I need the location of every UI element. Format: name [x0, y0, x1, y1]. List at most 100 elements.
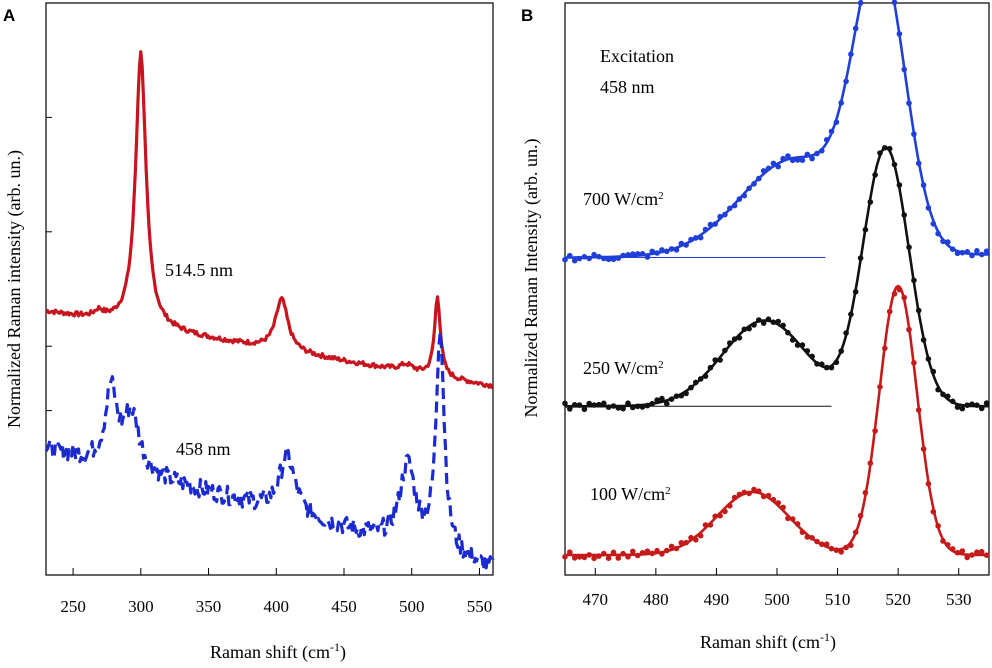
data-point-700-14: [630, 251, 636, 257]
panel-a-frame: [45, 2, 494, 576]
data-point-250-19: [654, 397, 660, 403]
data-point-250-82: [959, 405, 966, 412]
data-point-250-59: [848, 311, 854, 318]
data-point-100-39: [751, 486, 757, 493]
data-point-100-70: [901, 294, 907, 301]
annotation-wavelength: 458 nm: [600, 77, 655, 97]
data-point-700-21: [664, 248, 670, 255]
data-point-700-76: [930, 221, 937, 227]
data-point-100-58: [843, 544, 849, 551]
data-point-700-39: [751, 181, 757, 187]
data-point-100-45: [780, 504, 786, 511]
data-point-250-24: [678, 392, 685, 399]
data-point-250-20: [659, 395, 665, 402]
data-point-100-62: [862, 489, 869, 496]
data-point-100-69: [896, 286, 903, 293]
data-point-250-56: [833, 359, 840, 366]
data-point-250-38: [746, 325, 752, 332]
data-point-250-33: [722, 347, 728, 354]
data-point-250-10: [610, 403, 617, 409]
data-point-250-60: [852, 289, 859, 295]
data-point-700-1: [567, 252, 573, 259]
data-point-250-49: [799, 342, 806, 348]
data-point-100-30: [707, 522, 714, 528]
data-point-100-82: [959, 548, 966, 554]
data-point-700-32: [717, 213, 723, 220]
panel-b-x-tick-label-470: 470: [583, 590, 609, 609]
data-point-700-29: [702, 226, 709, 233]
data-point-100-64: [872, 428, 878, 434]
data-point-700-36: [736, 196, 743, 202]
data-point-100-59: [848, 542, 854, 549]
data-point-700-86: [978, 251, 985, 258]
data-point-700-9: [605, 256, 612, 263]
data-point-250-22: [668, 396, 675, 403]
data-point-250-55: [828, 364, 835, 371]
fit-curve-700: [565, 0, 989, 259]
data-point-700-26: [688, 236, 694, 243]
panel-a-x-axis-label: Raman shift (cm-1): [210, 640, 346, 663]
data-point-100-86: [978, 548, 985, 555]
data-point-100-7: [596, 553, 602, 559]
data-point-250-7: [596, 401, 602, 408]
data-point-250-81: [954, 404, 961, 410]
panel-b-x-tick-label-510: 510: [825, 590, 851, 609]
panel-a-x-tick-label-450: 450: [331, 597, 357, 616]
data-point-100-47: [789, 516, 796, 522]
data-point-700-6: [591, 251, 597, 258]
data-point-700-17: [644, 254, 651, 260]
series-label-458-nm: 458 nm: [176, 439, 231, 459]
data-point-250-44: [775, 318, 781, 325]
data-point-250-86: [978, 405, 985, 412]
panel-a-x-tick-label-250: 250: [60, 597, 86, 616]
panel-a-y-axis-label: Normalized Raman intensity (arb. un.): [4, 150, 25, 428]
data-point-100-0: [562, 554, 568, 560]
data-point-100-21: [664, 547, 670, 554]
data-point-100-46: [785, 515, 791, 522]
data-point-250-13: [625, 400, 631, 407]
data-point-700-68: [891, 0, 898, 6]
data-point-700-2: [571, 257, 578, 264]
data-point-250-48: [794, 342, 801, 348]
data-point-100-17: [644, 548, 651, 554]
data-point-100-15: [634, 552, 641, 559]
data-point-700-40: [756, 175, 762, 182]
data-point-250-2: [571, 402, 578, 408]
data-point-700-54: [823, 137, 830, 143]
data-point-100-76: [930, 508, 937, 515]
data-point-250-71: [906, 244, 912, 250]
data-point-250-0: [562, 400, 568, 407]
data-point-250-4: [581, 406, 588, 413]
panel-a-x-tick-label-400: 400: [264, 597, 290, 616]
series-label-700: 700 W/cm2: [583, 189, 664, 209]
data-point-700-48: [794, 157, 801, 163]
data-point-700-34: [727, 205, 733, 212]
data-point-100-52: [814, 538, 820, 545]
data-point-700-18: [649, 248, 655, 255]
data-point-250-51: [809, 353, 815, 360]
data-point-700-42: [765, 165, 772, 172]
data-point-700-10: [610, 256, 617, 263]
data-point-100-36: [736, 491, 743, 498]
data-point-100-9: [605, 555, 612, 561]
data-point-250-67: [886, 145, 893, 152]
annotation-excitation: Excitation: [600, 46, 674, 66]
data-point-100-20: [659, 551, 665, 557]
data-point-250-69: [896, 182, 903, 188]
panel-b-x-axis-label: Raman shift (cm-1): [700, 630, 836, 653]
panel-b-x-tick-label-520: 520: [885, 590, 911, 609]
panel-a-letter: A: [3, 6, 15, 25]
series-label-250: 250 W/cm2: [583, 358, 664, 378]
data-point-100-1: [567, 549, 573, 555]
data-point-100-10: [610, 549, 617, 556]
data-point-250-42: [765, 316, 772, 323]
data-point-250-5: [586, 400, 592, 407]
data-point-100-55: [828, 545, 835, 552]
data-point-250-43: [770, 319, 777, 326]
data-point-250-62: [862, 226, 869, 233]
data-point-100-68: [891, 291, 898, 297]
data-point-700-16: [639, 251, 646, 257]
data-point-100-67: [886, 308, 893, 315]
data-point-700-84: [969, 252, 975, 259]
